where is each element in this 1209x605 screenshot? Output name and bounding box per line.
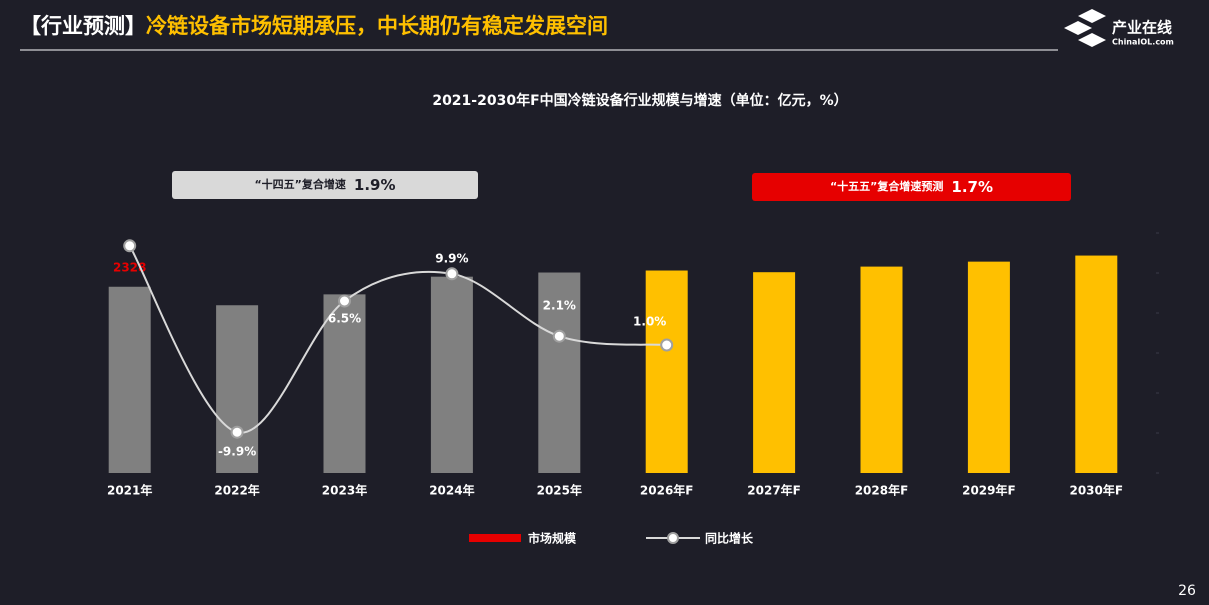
x-tick-label: 2028年F: [855, 483, 909, 498]
annotation-text: “十四五”复合增速: [254, 177, 345, 191]
x-tick-label: 2029年F: [962, 483, 1016, 498]
bar: [430, 276, 473, 473]
x-tick-label: 2022年: [214, 483, 259, 498]
x-tick-label: 2021年: [107, 483, 152, 498]
growth-point: [552, 329, 566, 343]
annotation-text: “十五五”复合增速预测: [830, 179, 943, 193]
annotation: “十四五”复合增速 1.9%: [254, 176, 395, 194]
x-tick-label: 2026年F: [640, 483, 694, 498]
logo: 产业在线 ChinaIOL.com: [1064, 9, 1174, 47]
x-tick-label: 2024年: [429, 483, 474, 498]
header-title: 冷链设备市场短期承压，中长期仍有稳定发展空间: [146, 14, 608, 38]
growth-point: [123, 239, 137, 253]
bar: [860, 266, 903, 473]
growth-point: [338, 294, 351, 308]
bar: [645, 270, 688, 473]
bar: [108, 286, 151, 473]
logo-site: ChinaIOL.com: [1112, 38, 1174, 47]
logo-name: 产业在线: [1112, 19, 1172, 37]
chart-title: 2021-2030年F中国冷链设备行业规模与增速（单位：亿元，%）: [432, 92, 847, 109]
annotation-box: [752, 173, 1071, 201]
page-number: 26: [1178, 583, 1196, 599]
bar: [1075, 255, 1118, 473]
legend-swatch: [469, 534, 521, 542]
bar: [216, 305, 259, 473]
bar: [967, 261, 1010, 473]
x-tick-label: 2027年F: [747, 483, 801, 498]
header-tag: 【行业预测】: [20, 14, 146, 38]
bar: [538, 272, 581, 473]
header: 【行业预测】冷链设备市场短期承压，中长期仍有稳定发展空间: [20, 14, 608, 38]
x-tick-label: 2025年: [537, 483, 582, 498]
bar: [323, 294, 366, 473]
annotation-value: 1.7%: [951, 178, 993, 196]
legend-point: [667, 532, 679, 544]
growth-point: [230, 425, 244, 439]
logo-icon: [1064, 9, 1106, 47]
growth-point: [660, 338, 674, 352]
growth-point: [445, 267, 459, 281]
bar: [753, 272, 796, 473]
annotation-value: 1.9%: [354, 176, 396, 194]
growth-label: 2.1%: [543, 299, 576, 313]
x-tick-label: 2023年: [322, 483, 367, 498]
annotation: “十五五”复合增速预测 1.7%: [830, 178, 993, 196]
growth-label: 9.9%: [435, 251, 468, 265]
growth-label: -9.9%: [218, 445, 256, 459]
growth-label: 1.0%: [633, 315, 666, 329]
x-tick-label: 2030年F: [1069, 483, 1123, 498]
legend-label: 市场规模: [528, 531, 577, 546]
legend-label: 同比增长: [705, 531, 754, 546]
growth-label: 6.5%: [328, 312, 361, 326]
annotation-box: [172, 171, 478, 199]
